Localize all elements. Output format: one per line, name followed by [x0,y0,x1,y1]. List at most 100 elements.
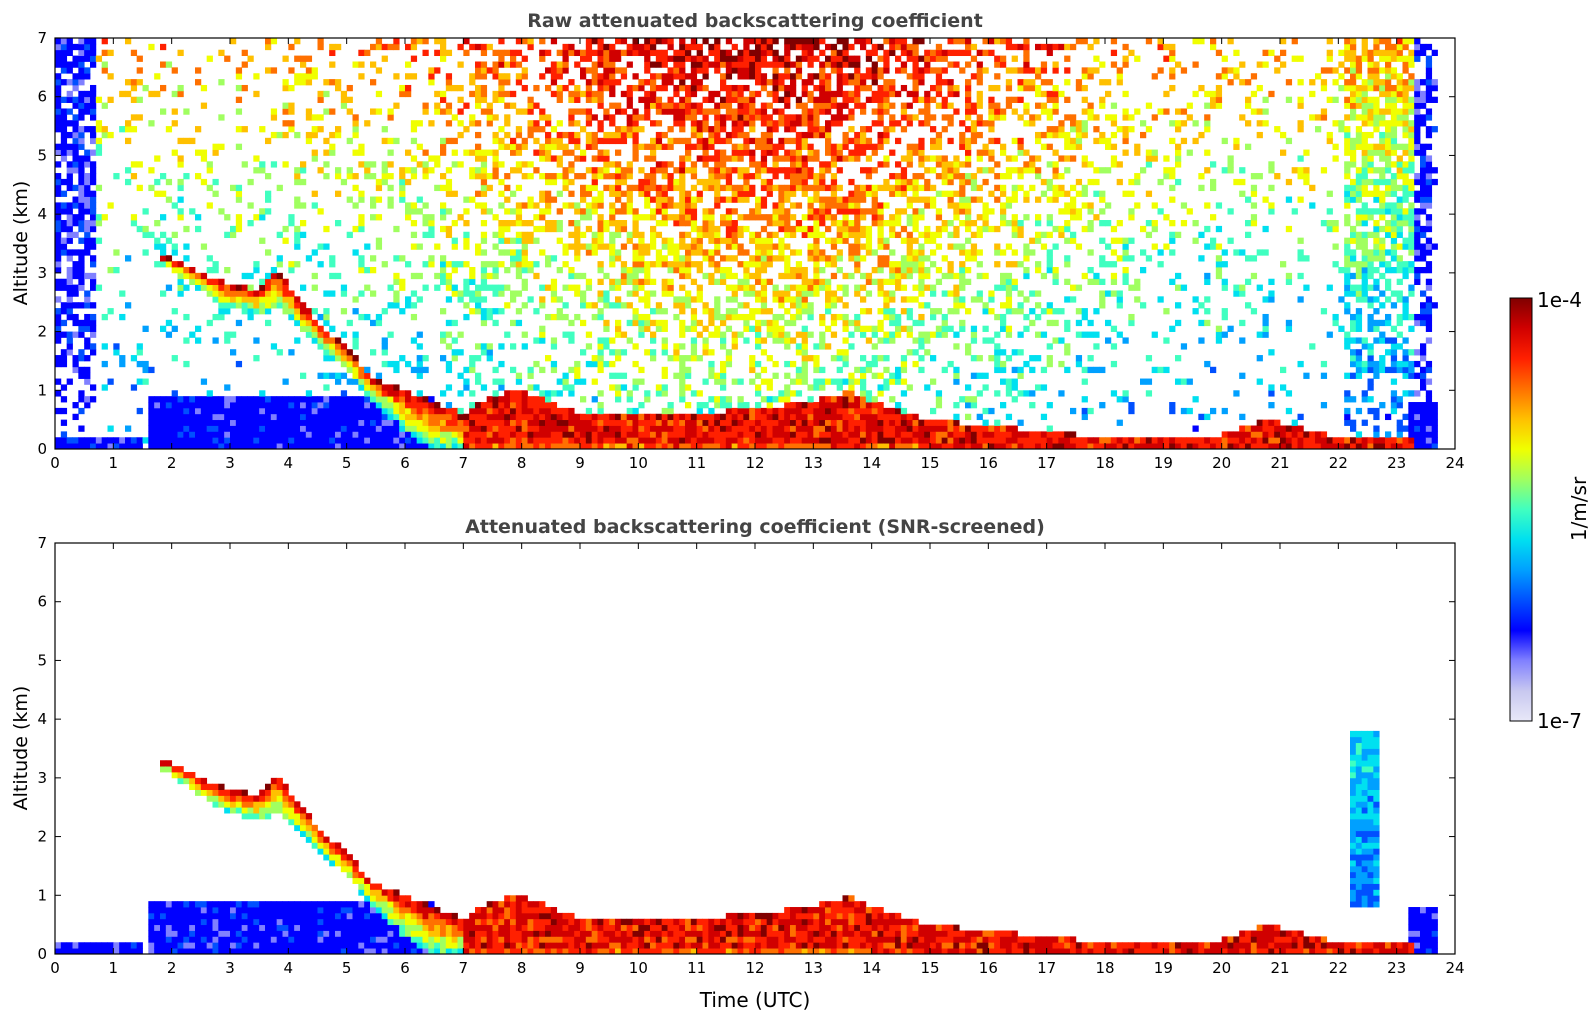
heatmap-cell [288,349,295,356]
heatmap-cell [305,390,313,397]
heatmap-cell [801,120,808,127]
heatmap-cell [708,431,715,438]
heatmap-cell [737,302,744,309]
heatmap-cell [743,96,750,103]
heatmap-cell [329,343,336,350]
heatmap-cell [550,366,558,374]
heatmap-cell [282,296,289,303]
heatmap-cell [486,67,493,74]
heatmap-cell [335,167,342,174]
heatmap-cell [918,149,925,156]
heatmap-cell [895,190,902,197]
heatmap-cell [358,366,365,374]
heatmap-cell [889,249,896,256]
heatmap-cell [836,384,843,391]
heatmap-cell [918,214,925,221]
heatmap-cell [935,131,943,139]
heatmap-cell [486,272,493,280]
heatmap-cell [819,366,826,374]
heatmap-cell [889,419,896,426]
heatmap-cell [533,413,540,421]
heatmap-cell [772,90,779,98]
heatmap-cell [84,443,91,449]
heatmap-cell [714,402,721,409]
heatmap-cell [883,38,890,45]
heatmap-cell [183,284,190,291]
heatmap-cell [661,284,668,291]
heatmap-cell [755,173,762,180]
heatmap-cell [702,302,709,309]
heatmap-cell [836,296,843,303]
heatmap-cell [504,437,511,444]
heatmap-cell [72,143,79,150]
heatmap-cell [533,84,540,92]
heatmap-cell [819,443,826,449]
heatmap-cell [737,437,744,444]
heatmap-cell [410,43,418,51]
heatmap-cell [288,313,295,321]
heatmap-cell [230,331,237,338]
heatmap-cell [603,79,610,86]
heatmap-cell [935,208,943,215]
heatmap-cell [842,114,849,121]
heatmap-cell [352,249,359,256]
heatmap-cell [206,266,213,274]
heatmap-cell [626,96,633,103]
heatmap-cell [276,284,283,291]
heatmap-cell [78,331,85,338]
heatmap-cell [60,384,68,391]
heatmap-cell [475,249,482,256]
heatmap-cell [130,220,138,227]
heatmap-cell [790,173,797,180]
heatmap-cell [760,278,768,285]
heatmap-cell [632,266,639,274]
heatmap-cell [679,49,686,57]
heatmap-cell [626,231,633,239]
heatmap-cell [778,155,785,162]
heatmap-cell [626,184,633,192]
heatmap-cell [918,161,925,168]
heatmap-cell [113,249,120,256]
heatmap-cell [434,437,441,444]
heatmap-cell [708,173,715,180]
heatmap-cell [486,437,493,444]
heatmap-cell [171,261,178,268]
heatmap-cell [778,220,785,227]
heatmap-cell [72,149,79,156]
heatmap-cell [574,49,581,57]
heatmap-cell [230,413,237,421]
heatmap-cell [329,337,336,344]
heatmap-cell [772,325,779,332]
heatmap-cell [638,243,645,250]
heatmap-cell [696,126,703,133]
heatmap-cell [568,137,575,145]
heatmap-cell [311,249,318,256]
heatmap-cell [725,425,733,432]
heatmap-cell [335,378,342,385]
heatmap-cell [346,96,353,103]
heatmap-cell [410,55,418,62]
heatmap-cell [288,67,295,74]
heatmap-cell [772,437,779,444]
heatmap-cell [854,266,861,274]
heatmap-cell [725,131,733,139]
heatmap-cell [760,431,768,438]
heatmap-cell [562,84,569,92]
heatmap-cell [510,396,517,403]
heatmap-cell [620,431,628,438]
heatmap-cell [492,425,499,432]
heatmap-cell [440,202,447,209]
heatmap-cell [725,437,733,444]
heatmap-cell [346,137,353,145]
heatmap-cell [696,425,703,432]
heatmap-cell [568,220,575,227]
heatmap-cell [515,431,523,438]
heatmap-cell [90,84,97,92]
heatmap-cell [632,184,639,192]
heatmap-cell [795,366,803,374]
heatmap-cell [434,443,441,449]
heatmap-cell [492,378,499,385]
heatmap-cell [78,184,85,192]
heatmap-cell [515,131,523,139]
heatmap-cell [644,196,651,203]
